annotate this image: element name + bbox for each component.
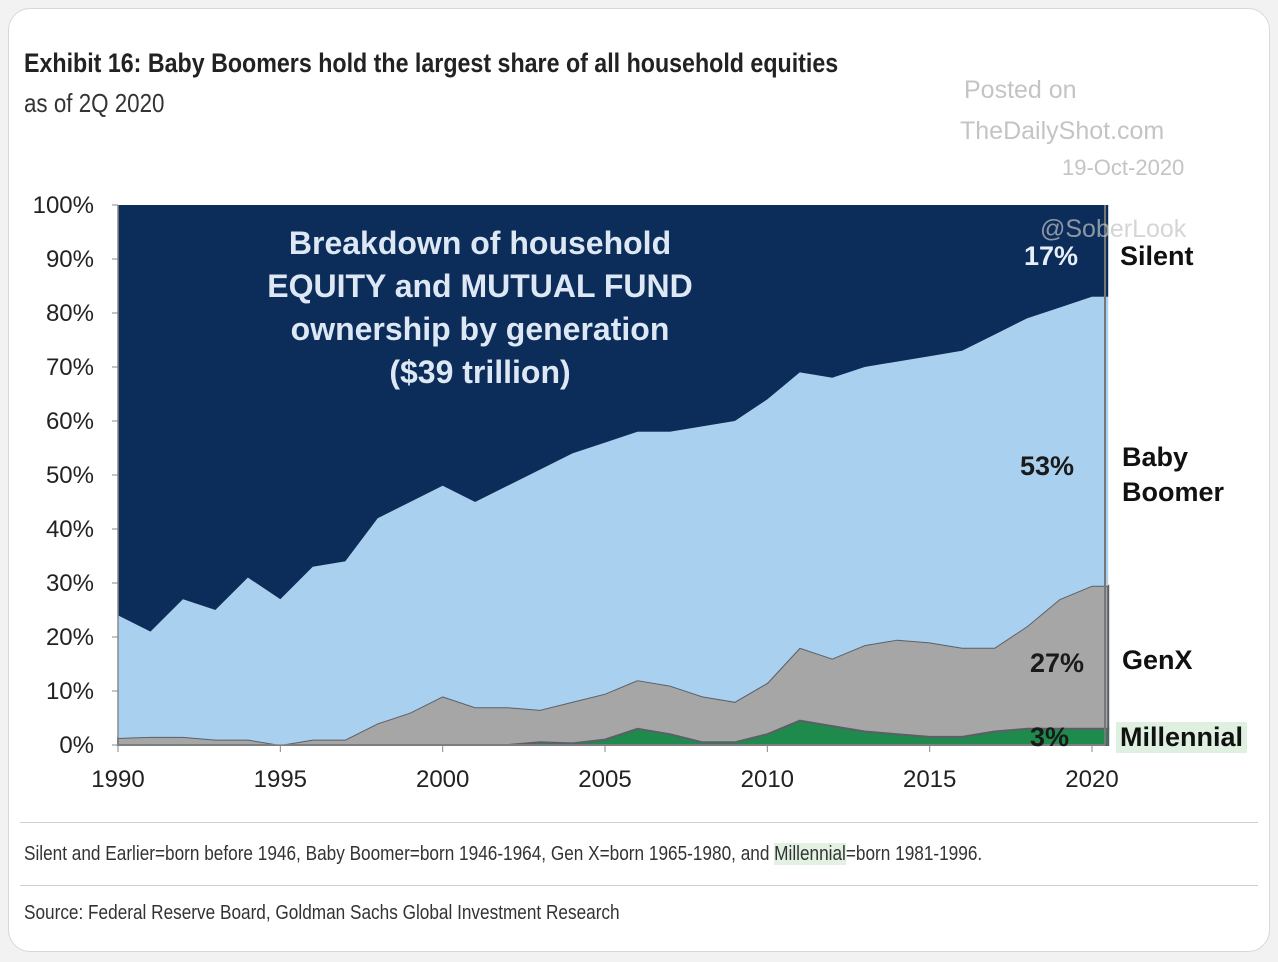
x-tick-label: 2000: [416, 766, 469, 793]
inner-title-line: Breakdown of household: [288, 225, 672, 261]
y-tick-label: 80%: [46, 300, 94, 327]
y-tick-label: 30%: [46, 570, 94, 597]
x-tick-label: 2015: [903, 766, 956, 793]
x-tick-label: 2010: [741, 766, 794, 793]
chart-inner-title: Breakdown of household EQUITY and MUTUAL…: [200, 222, 760, 394]
watermark-site: TheDailyShot.com: [960, 117, 1165, 145]
y-tick-label: 100%: [33, 192, 94, 219]
x-tick-label: 1990: [91, 766, 144, 793]
chart-title: Exhibit 16: Baby Boomers hold the larges…: [24, 48, 839, 78]
footnote-text: Silent and Earlier=born before 1946, Bab…: [24, 843, 775, 865]
legend-genx: GenX: [1122, 645, 1193, 675]
chart-subtitle: as of 2Q 2020: [24, 88, 165, 118]
footnote: Silent and Earlier=born before 1946, Bab…: [24, 843, 982, 866]
footnote-highlight: Millennial: [774, 843, 846, 865]
y-tick-label: 90%: [46, 246, 94, 273]
y-tick-label: 40%: [46, 516, 94, 543]
y-tick-label: 60%: [46, 408, 94, 435]
footnote-text: =born 1981-1996.: [845, 843, 983, 865]
genx-pct-label: 27%: [1030, 648, 1085, 678]
legend-silent: Silent: [1120, 241, 1194, 271]
divider: [20, 885, 1258, 886]
watermark-date: 19-Oct-2020: [1062, 155, 1185, 180]
source-note: Source: Federal Reserve Board, Goldman S…: [24, 902, 620, 924]
legend-baby-boomer: Baby Boomer: [1122, 442, 1225, 507]
x-tick-label: 2005: [578, 766, 631, 793]
boomer-pct-label: 53%: [1020, 451, 1075, 481]
y-tick-label: 0%: [59, 732, 94, 759]
divider: [20, 822, 1258, 823]
watermark-handle: @SoberLook: [1040, 215, 1187, 243]
watermark-posted: Posted on: [964, 76, 1077, 104]
area-silent: [118, 205, 1109, 632]
x-tick-label: 1995: [254, 766, 307, 793]
inner-title-line: ownership by generation: [290, 311, 670, 347]
y-tick-label: 70%: [46, 354, 94, 381]
area-baby-boomer: [118, 296, 1109, 745]
x-tick-label: 2020: [1065, 766, 1118, 793]
y-tick-label: 10%: [46, 678, 94, 705]
millennial-pct-label: 3%: [1030, 722, 1070, 752]
silent-pct-label: 17%: [1024, 241, 1079, 271]
inner-title-line: EQUITY and MUTUAL FUND: [267, 268, 693, 304]
inner-title-line: ($39 trillion): [389, 354, 571, 390]
y-tick-label: 50%: [46, 462, 94, 489]
y-tick-label: 20%: [46, 624, 94, 651]
legend-millennial: Millennial: [1116, 722, 1248, 753]
